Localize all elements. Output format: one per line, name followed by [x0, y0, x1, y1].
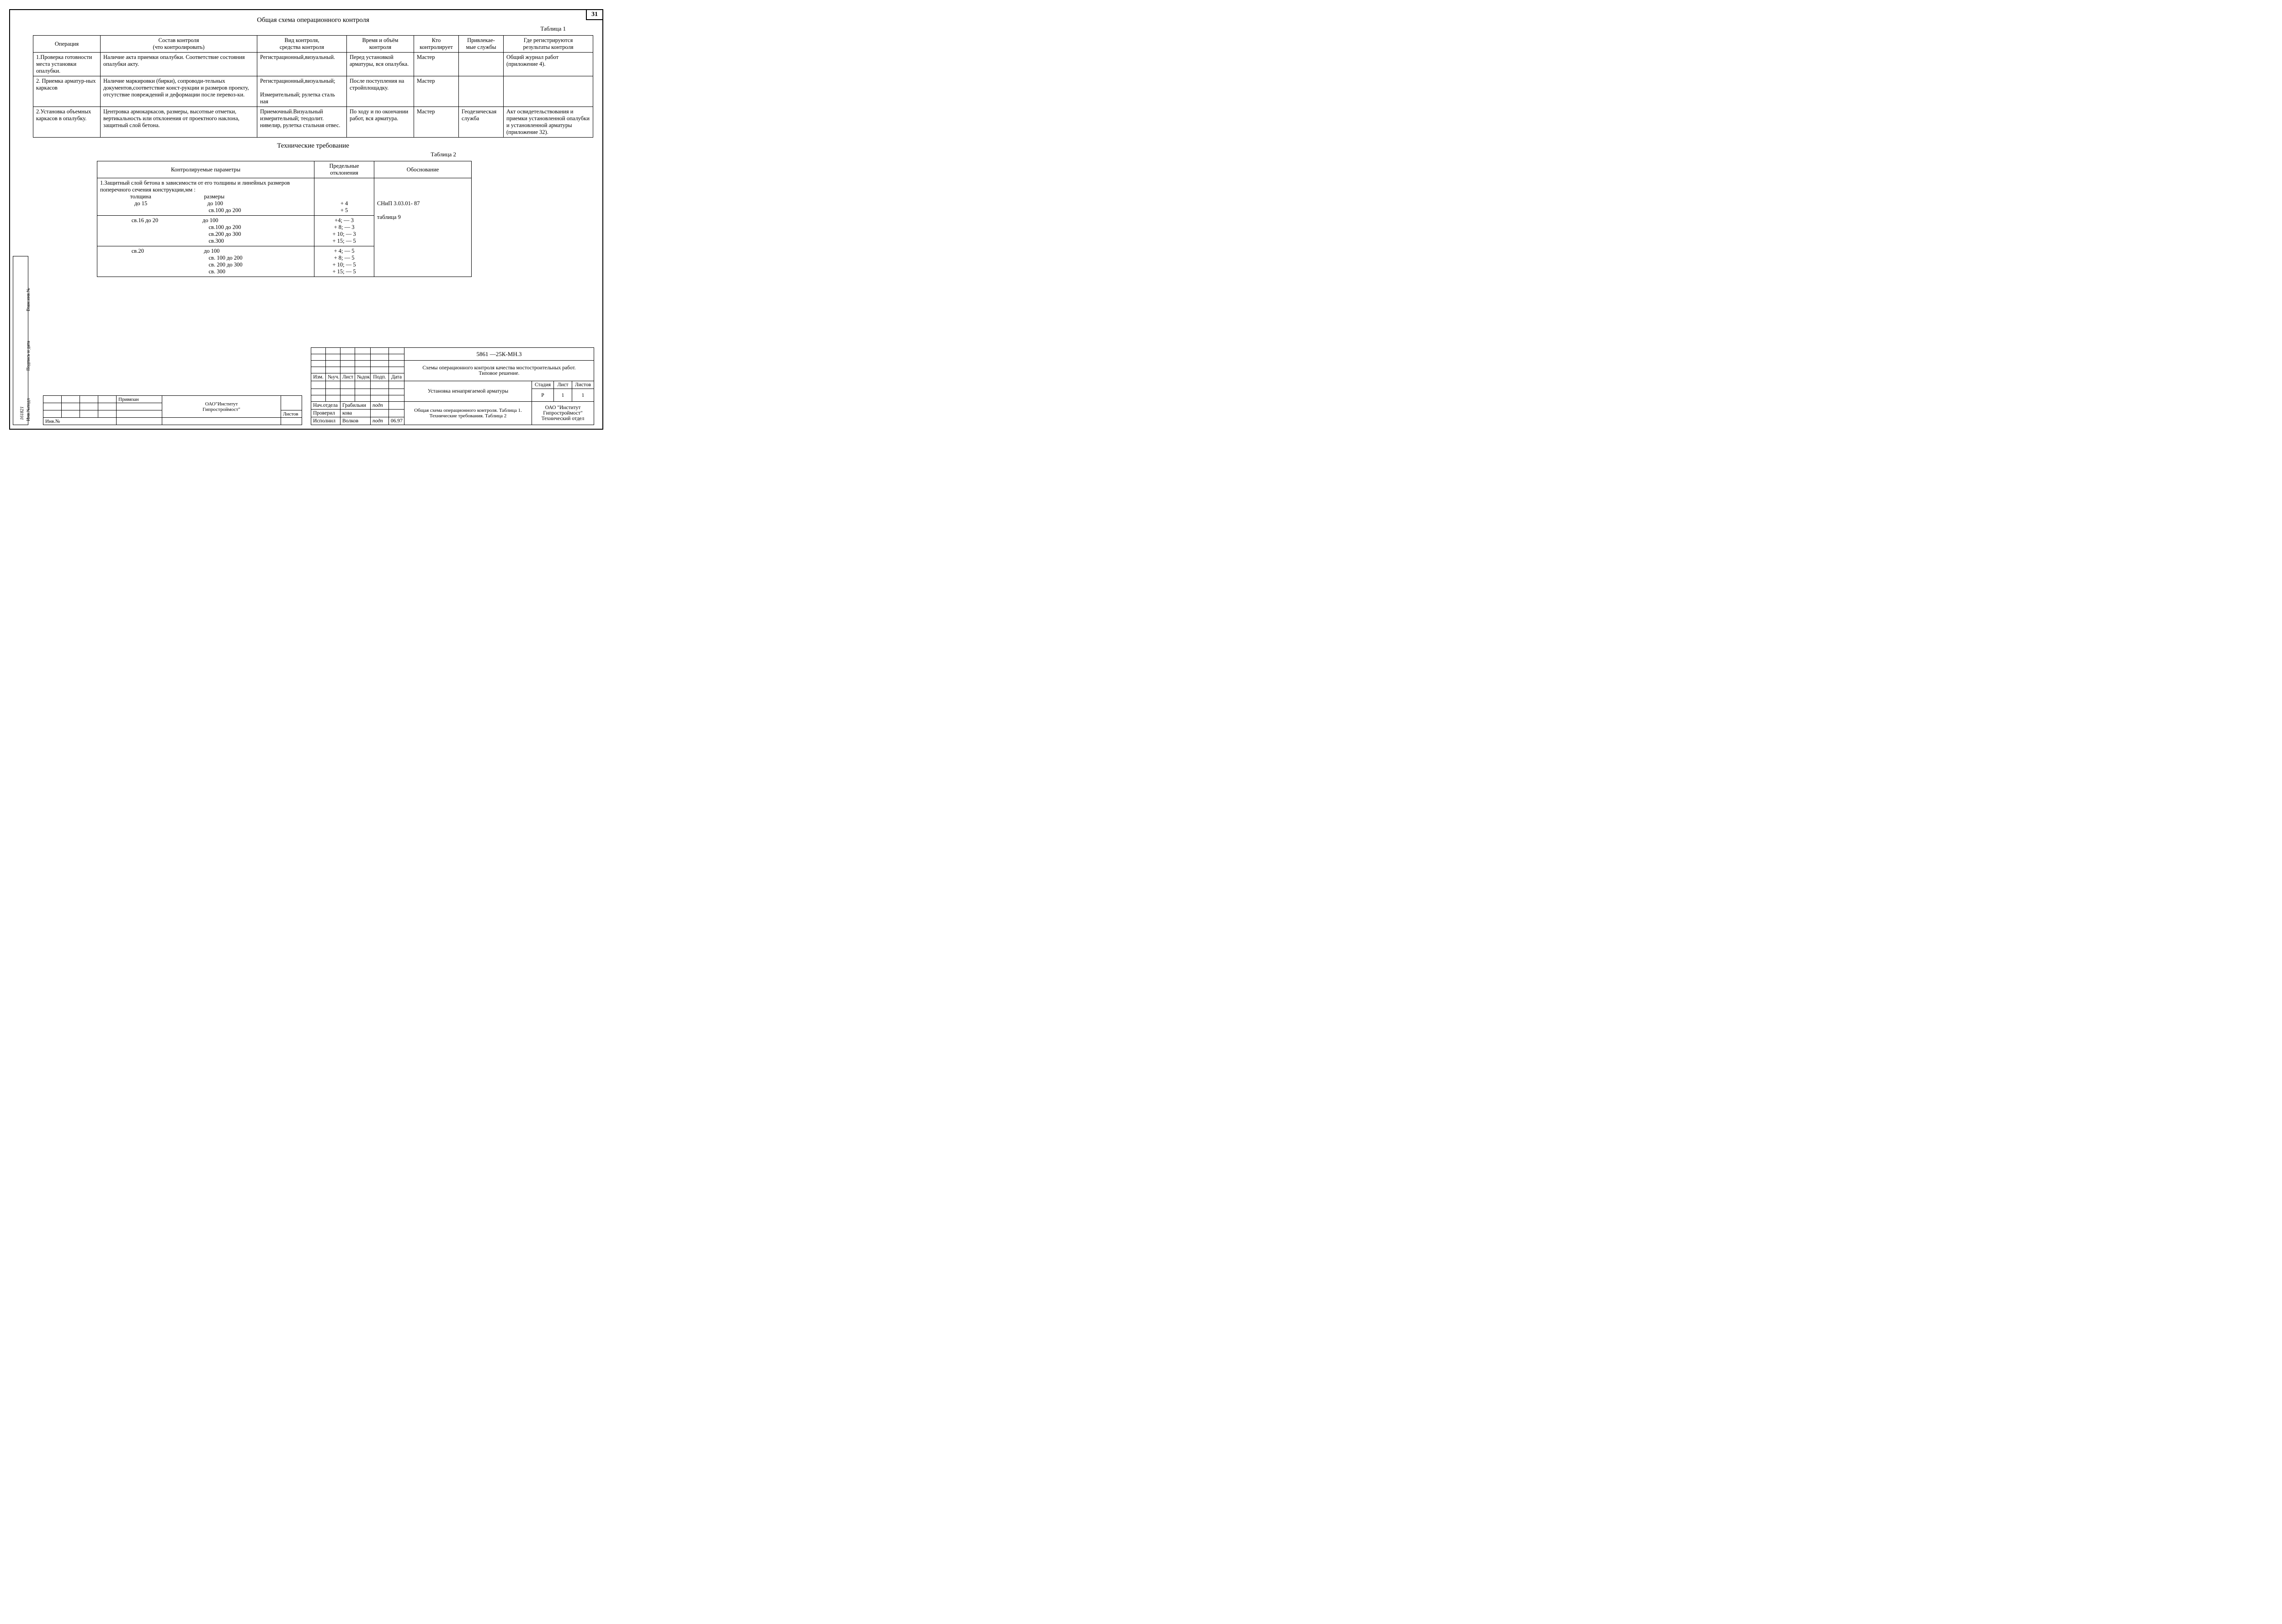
t2-dev: +4; — 3 + 8; — 3 + 10; — 3 + 15; — 5 [314, 216, 374, 246]
t2-header: Предельные отклонения [314, 161, 374, 178]
t1-header: Время и объём контроля [347, 36, 414, 53]
t1-cell: Мастер [414, 76, 459, 107]
page-number: 31 [586, 9, 603, 20]
t1-cell: 2. Приемка арматур-ных каркасов [33, 76, 101, 107]
t2-param: св.20 до 100 св. 100 до 200 [97, 246, 314, 277]
t1-cell: Акт освидетельствования и приемки устано… [504, 107, 593, 138]
t1-header: Кто контролирует [414, 36, 459, 53]
t2-param: 1.Защитный слой бетона в зависимости от … [97, 178, 314, 216]
table2-label: Таблица 2 [33, 151, 456, 158]
t1-cell: Наличие акта приемки опалубки. Соответст… [101, 53, 257, 76]
t1-cell: Общий журнал работ (приложение 4). [504, 53, 593, 76]
doc-code: 5861 —25К-МН.3 [404, 348, 594, 361]
t1-cell: После поступления на стройплощадку. [347, 76, 414, 107]
side-lbl-1: Инв.№подл [26, 399, 31, 421]
org-bottom: ОАО "Институт Гипростроймост" Технически… [532, 402, 594, 425]
inv-no: Инв.№ [43, 418, 117, 425]
t1-cell [504, 76, 593, 107]
t1-cell [459, 76, 504, 107]
left-approval-block: Привязан ОАО"Институт Гипростроймост" Ли… [43, 395, 302, 425]
t2-param: св.16 до 20 до 100 св.100 до 200 [97, 216, 314, 246]
t1-cell: Перед установкой арматуры, вся опалубка. [347, 53, 414, 76]
side-lbl-3: Взам.инв.№ [26, 288, 31, 311]
t1-cell: Регистрационный,визуальный. [257, 53, 347, 76]
binding-strip: Инв.№подл Подпись и дата Взам.инв.№ 1618… [13, 256, 28, 425]
block-desc: Общая схема операционного контроля. Табл… [404, 402, 532, 425]
t1-cell: 1.Проверка готовности места установки оп… [33, 53, 101, 76]
title-2: Технические требование [33, 142, 593, 150]
doc-title: Схемы операционного контроля качества мо… [404, 361, 594, 381]
t1-cell: Наличие маркировки (бирки), сопроводи-те… [101, 76, 257, 107]
t2-header: Обоснование [374, 161, 472, 178]
t1-cell: Приемочный.Визуальный измерительный; тео… [257, 107, 347, 138]
t1-header: Состав контроля (что контролировать) [101, 36, 257, 53]
t1-cell: По ходу и по окончании работ, вся армату… [347, 107, 414, 138]
t1-cell [459, 53, 504, 76]
t2-dev: + 4; — 5 + 8; — 5 + 10; — 5 + 15; — 5 [314, 246, 374, 277]
side-inv-num: 161821 [20, 406, 25, 420]
t1-cell: Регистрационный,визуальный; Измерительны… [257, 76, 347, 107]
t2-header: Контролируемые параметры [97, 161, 314, 178]
t2-basis: СНиП 3.03.01- 87 таблица 9 [374, 178, 472, 277]
org-top: ОАО"Институт Гипростроймост" [162, 396, 281, 418]
t1-cell: 2.Установка объемных каркасов в опалубку… [33, 107, 101, 138]
title-block: 5861 —25К-МН.3 Схемы операционного контр… [311, 347, 594, 425]
table-1: ОперацияСостав контроля (что контролиров… [33, 35, 593, 138]
table1-label: Таблица 1 [33, 25, 566, 32]
t1-cell: Мастер [414, 53, 459, 76]
t2-dev: + 4 + 5 [314, 178, 374, 216]
t1-cell: Мастер [414, 107, 459, 138]
t1-header: Вид контроля, средства контроля [257, 36, 347, 53]
main-title: Общая схема операционного контроля [33, 16, 593, 24]
t1-header: Операция [33, 36, 101, 53]
t1-header: Привлекае- мые службы [459, 36, 504, 53]
sheet-title: Установка ненапрягаемой арматуры [404, 381, 532, 402]
t1-cell: Геодезическая служба [459, 107, 504, 138]
t1-header: Где регистрируются результаты контроля [504, 36, 593, 53]
table-2: Контролируемые параметрыПредельные откло… [97, 161, 472, 277]
t1-cell: Центровка армокаркасов, размеры, высотны… [101, 107, 257, 138]
side-lbl-2: Подпись и дата [26, 341, 31, 371]
page-frame: 31 Общая схема операционного контроля Та… [9, 9, 603, 430]
